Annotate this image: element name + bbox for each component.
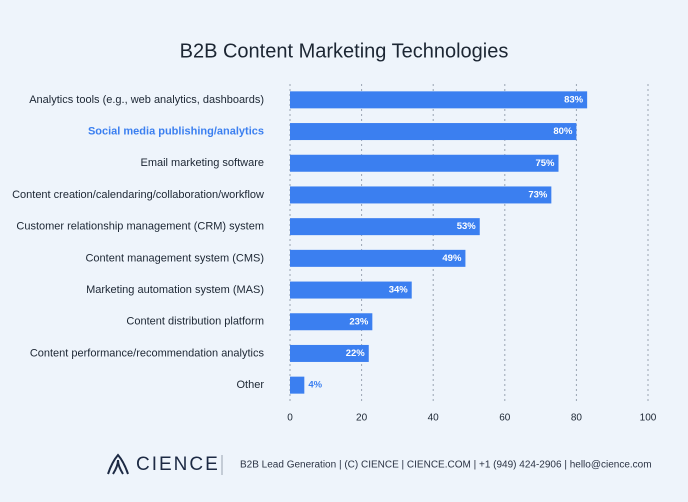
x-tick-label: 20 bbox=[356, 413, 368, 424]
category-label: Content creation/calendaring/collaborati… bbox=[12, 189, 264, 201]
logo bbox=[107, 453, 129, 475]
bar bbox=[290, 218, 480, 236]
bar bbox=[290, 249, 466, 267]
chart-title: B2B Content Marketing Technologies bbox=[180, 40, 509, 62]
category-label: Content management system (CMS) bbox=[85, 252, 264, 264]
bar bbox=[290, 344, 369, 362]
value-label: 75% bbox=[535, 158, 555, 169]
footer-text: B2B Lead Generation | (C) CIENCE | CIENC… bbox=[240, 460, 652, 471]
value-label: 34% bbox=[389, 285, 409, 296]
category-label: Social media publishing/analytics bbox=[88, 125, 264, 137]
bar bbox=[290, 281, 412, 299]
value-label: 83% bbox=[564, 94, 584, 105]
bar bbox=[290, 313, 373, 331]
value-label: 22% bbox=[346, 348, 366, 359]
value-label: 73% bbox=[528, 189, 548, 200]
category-label: Content distribution platform bbox=[126, 316, 264, 328]
bar bbox=[290, 91, 588, 109]
value-label: 80% bbox=[553, 126, 573, 137]
x-tick-label: 60 bbox=[499, 413, 511, 424]
x-tick-label: 0 bbox=[287, 413, 293, 424]
x-tick-label: 80 bbox=[571, 413, 583, 424]
bar bbox=[290, 154, 559, 172]
category-label: Analytics tools (e.g., web analytics, da… bbox=[29, 94, 264, 106]
value-label: 23% bbox=[349, 316, 369, 327]
x-tick-label: 100 bbox=[640, 413, 657, 424]
category-label: Other bbox=[236, 379, 264, 391]
category-label: Marketing automation system (MAS) bbox=[86, 284, 264, 296]
x-tick-label: 40 bbox=[428, 413, 440, 424]
value-label: 53% bbox=[457, 221, 477, 232]
brand: CIENCE bbox=[136, 454, 220, 475]
bar bbox=[290, 376, 305, 394]
value-label: 4% bbox=[308, 380, 322, 391]
category-label: Customer relationship management (CRM) s… bbox=[16, 221, 264, 233]
value-label: 49% bbox=[442, 253, 462, 264]
bar bbox=[290, 186, 552, 204]
bar bbox=[290, 123, 577, 141]
category-label: Content performance/recommendation analy… bbox=[30, 347, 265, 359]
category-label: Email marketing software bbox=[141, 157, 265, 169]
